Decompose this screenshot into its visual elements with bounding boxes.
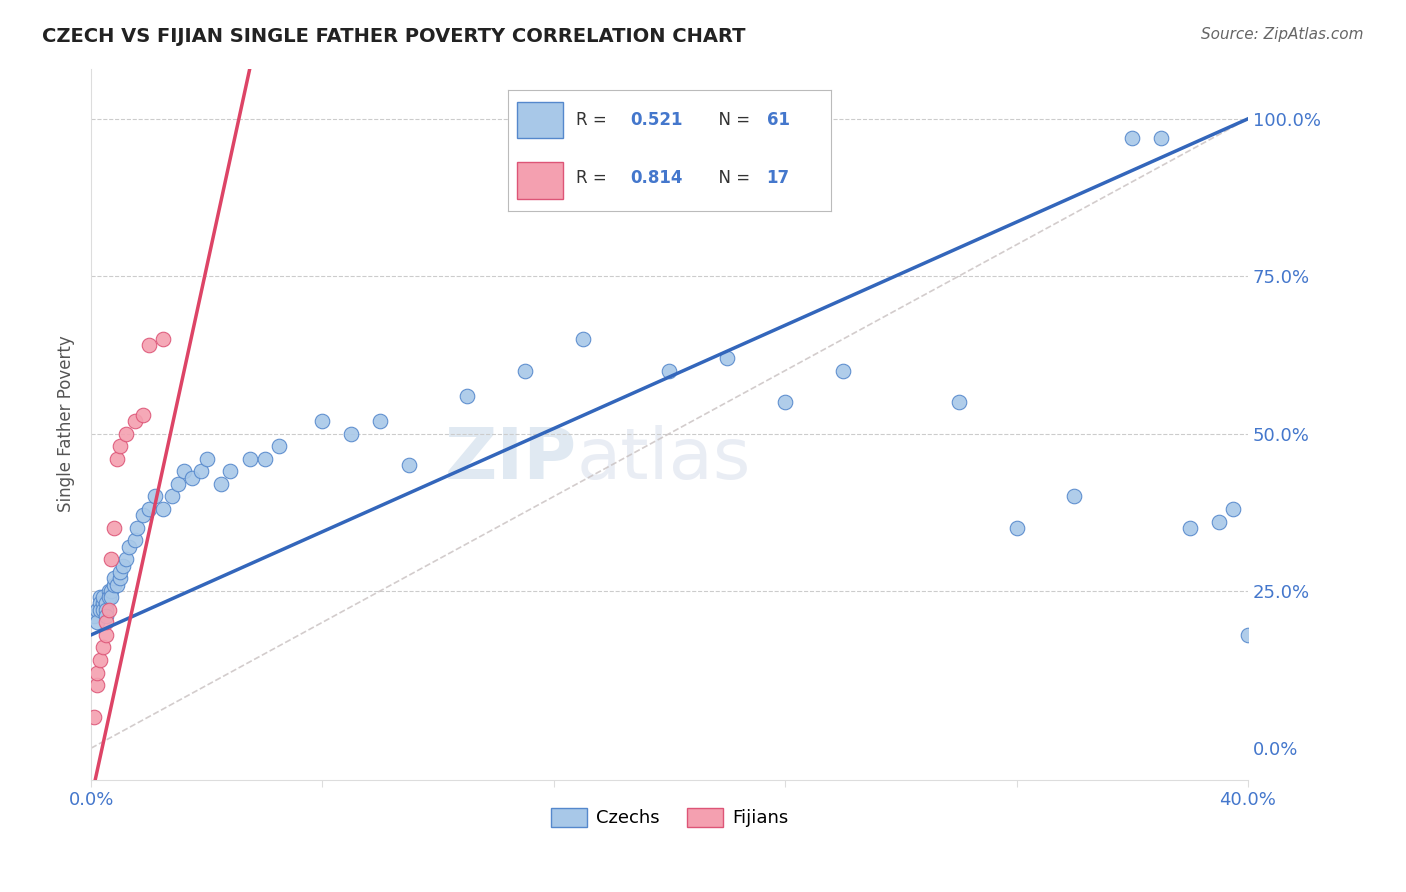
Point bbox=[105, 577, 128, 591]
Point bbox=[100, 583, 122, 598]
Point bbox=[103, 577, 125, 591]
Point bbox=[127, 521, 149, 535]
Point bbox=[86, 665, 108, 680]
Text: ZIP: ZIP bbox=[444, 425, 576, 494]
Point bbox=[100, 590, 122, 604]
Y-axis label: Single Father Poverty: Single Father Poverty bbox=[58, 335, 75, 512]
Point bbox=[398, 458, 420, 472]
Point bbox=[571, 332, 593, 346]
Legend: Czechs, Fijians: Czechs, Fijians bbox=[544, 801, 796, 835]
Point bbox=[83, 709, 105, 723]
Point bbox=[138, 502, 160, 516]
Point bbox=[94, 596, 117, 610]
Point bbox=[89, 603, 111, 617]
Point bbox=[138, 338, 160, 352]
Point bbox=[97, 583, 120, 598]
Point bbox=[209, 476, 232, 491]
Point bbox=[1237, 628, 1260, 642]
Point bbox=[86, 615, 108, 630]
Point bbox=[91, 640, 114, 655]
Point bbox=[89, 653, 111, 667]
Point bbox=[716, 351, 738, 365]
Point bbox=[181, 470, 204, 484]
Point bbox=[311, 414, 333, 428]
Point bbox=[89, 590, 111, 604]
Point bbox=[97, 603, 120, 617]
Point bbox=[152, 332, 174, 346]
Point bbox=[94, 603, 117, 617]
Point bbox=[124, 414, 146, 428]
Point bbox=[108, 571, 131, 585]
Point bbox=[108, 565, 131, 579]
Point bbox=[105, 451, 128, 466]
Point bbox=[108, 439, 131, 453]
Point bbox=[94, 609, 117, 624]
Point bbox=[115, 426, 138, 441]
Point bbox=[253, 451, 276, 466]
Point bbox=[773, 395, 796, 409]
Point bbox=[195, 451, 218, 466]
Point bbox=[948, 395, 970, 409]
Point bbox=[143, 490, 166, 504]
Point bbox=[456, 389, 478, 403]
Point bbox=[89, 596, 111, 610]
Point bbox=[167, 476, 190, 491]
Point bbox=[91, 596, 114, 610]
Point bbox=[103, 571, 125, 585]
Point bbox=[1178, 521, 1201, 535]
Text: Source: ZipAtlas.com: Source: ZipAtlas.com bbox=[1201, 27, 1364, 42]
Point bbox=[239, 451, 262, 466]
Point bbox=[340, 426, 363, 441]
Point bbox=[370, 414, 392, 428]
Point bbox=[91, 603, 114, 617]
Point bbox=[219, 464, 242, 478]
Point bbox=[111, 558, 134, 573]
Text: CZECH VS FIJIAN SINGLE FATHER POVERTY CORRELATION CHART: CZECH VS FIJIAN SINGLE FATHER POVERTY CO… bbox=[42, 27, 745, 45]
Point bbox=[103, 521, 125, 535]
Point bbox=[513, 363, 536, 377]
Point bbox=[86, 603, 108, 617]
Point bbox=[160, 490, 183, 504]
Point bbox=[658, 363, 681, 377]
Point bbox=[124, 533, 146, 548]
Point bbox=[1208, 515, 1230, 529]
Point bbox=[269, 439, 291, 453]
Point bbox=[100, 552, 122, 566]
Point bbox=[91, 590, 114, 604]
Point bbox=[94, 615, 117, 630]
Text: atlas: atlas bbox=[576, 425, 751, 494]
Point bbox=[1222, 502, 1244, 516]
Point bbox=[115, 552, 138, 566]
Point bbox=[190, 464, 212, 478]
Point bbox=[97, 590, 120, 604]
Point bbox=[132, 408, 155, 422]
Point bbox=[832, 363, 855, 377]
Point bbox=[94, 628, 117, 642]
Point bbox=[152, 502, 174, 516]
Point bbox=[1121, 130, 1143, 145]
Point bbox=[1063, 490, 1085, 504]
Point bbox=[118, 540, 141, 554]
Point bbox=[1005, 521, 1028, 535]
Point bbox=[86, 678, 108, 692]
Point bbox=[173, 464, 195, 478]
Point bbox=[83, 609, 105, 624]
Point bbox=[1150, 130, 1173, 145]
Point bbox=[132, 508, 155, 523]
